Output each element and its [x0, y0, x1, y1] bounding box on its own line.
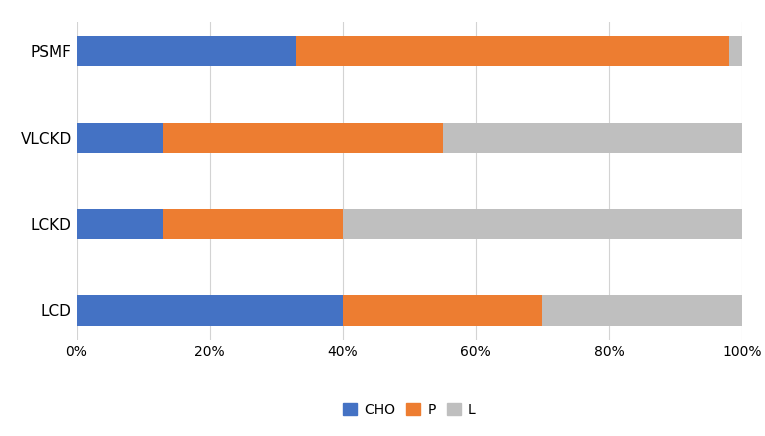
Bar [163, 123, 442, 153]
Bar [163, 209, 343, 239]
Bar [76, 123, 163, 153]
Legend: CHO, P, L: CHO, P, L [338, 397, 480, 422]
Bar [542, 295, 742, 326]
Bar [76, 295, 343, 326]
Bar [296, 36, 729, 67]
Bar [442, 123, 742, 153]
Bar [343, 209, 742, 239]
Bar [729, 36, 742, 67]
Bar [76, 36, 296, 67]
Bar [343, 295, 542, 326]
Bar [76, 209, 163, 239]
